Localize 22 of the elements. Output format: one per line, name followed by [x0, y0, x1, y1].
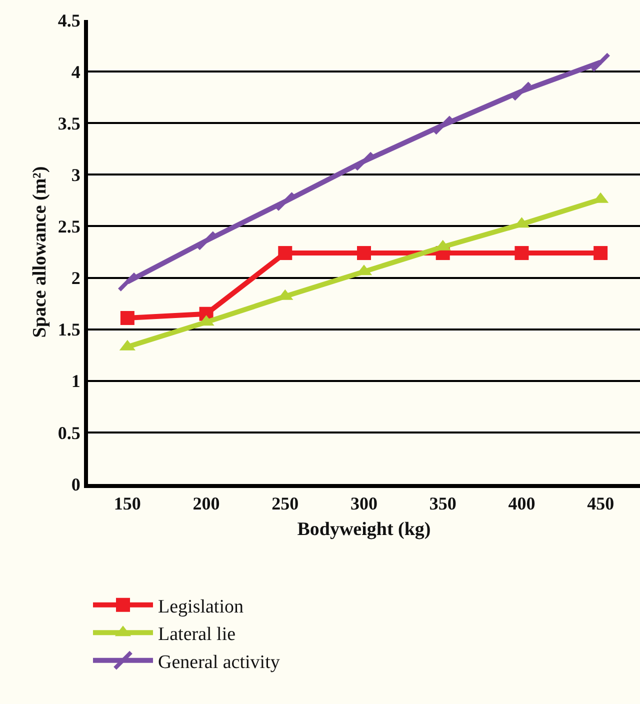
y-tick-label: 0.5	[58, 422, 80, 443]
y-tick-label: 1.5	[58, 320, 80, 340]
legend-label: Lateral lie	[158, 624, 236, 646]
x-tick-label: 150	[114, 494, 141, 514]
x-tick-label: 350	[429, 494, 456, 514]
y-tick-label: 4	[71, 62, 80, 82]
x-axis-title: Bodyweight (kg)	[297, 518, 431, 540]
x-tick-label: 300	[350, 494, 378, 514]
x-tick-label: 200	[192, 494, 220, 514]
x-tick-label: 400	[508, 494, 536, 514]
y-tick-label: 4.5	[58, 10, 80, 30]
y-tick-label: 2.5	[58, 216, 80, 237]
y-axis-title: Space allowance (m²)	[29, 166, 50, 338]
legend-label: General activity	[158, 652, 280, 673]
x-tick-label: 450	[587, 494, 614, 514]
y-tick-label: 3	[71, 164, 80, 185]
y-tick-label: 0	[71, 474, 80, 494]
y-tick-label: 1	[71, 371, 80, 392]
x-tick-label: 250	[272, 494, 299, 514]
y-tick-label: 3.5	[58, 113, 80, 134]
y-tick-label: 2	[71, 268, 80, 288]
legend-label: Legislation	[158, 596, 244, 618]
